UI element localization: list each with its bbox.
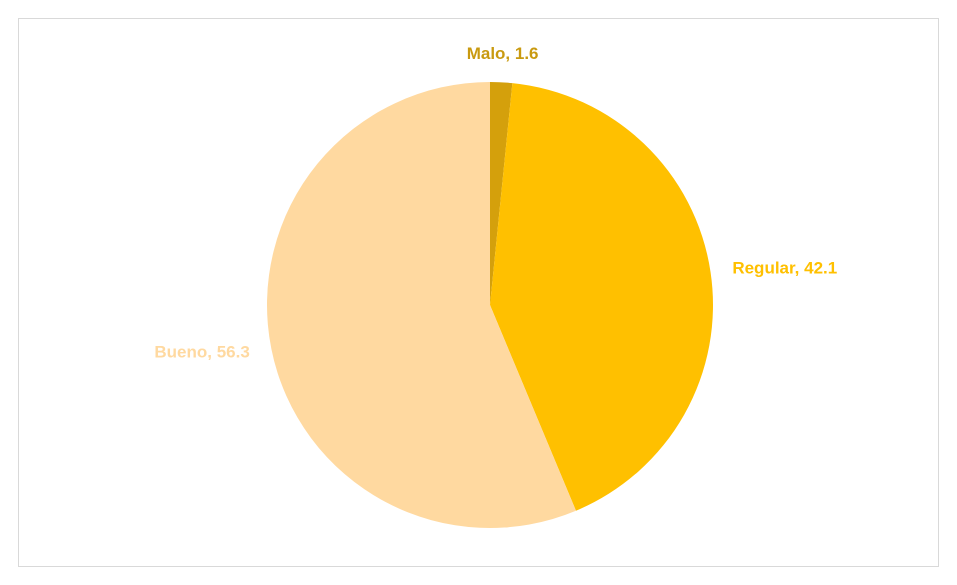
data-label: Malo, 1.6 (467, 44, 539, 63)
pie-slice (490, 82, 513, 305)
pie-slice (267, 82, 576, 528)
data-label: Bueno, 56.3 (154, 343, 249, 362)
data-label: Regular, 42.1 (732, 258, 837, 277)
pie-slice (490, 83, 713, 511)
